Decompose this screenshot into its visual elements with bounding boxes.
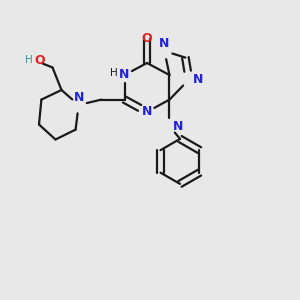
Text: O: O [142, 32, 152, 46]
Text: N: N [142, 105, 152, 119]
Text: O: O [35, 53, 45, 67]
Text: N: N [74, 91, 84, 104]
Text: N: N [119, 68, 130, 82]
Text: N: N [173, 119, 184, 133]
Text: H: H [25, 55, 32, 65]
Text: N: N [193, 73, 203, 86]
Text: N: N [159, 37, 170, 50]
Text: H: H [110, 68, 118, 79]
